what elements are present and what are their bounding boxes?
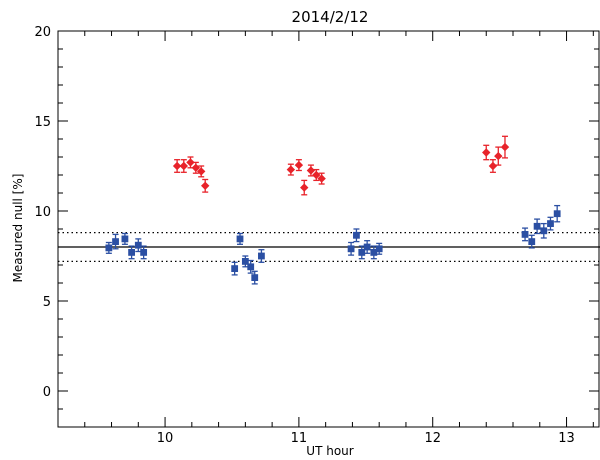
y-tick-label: 20 bbox=[34, 25, 51, 40]
plot-frame bbox=[57, 30, 600, 428]
data-point-square bbox=[553, 210, 561, 218]
data-point-square bbox=[128, 249, 136, 256]
y-axis-title: Measured null [%] bbox=[11, 174, 25, 283]
data-point-square bbox=[236, 235, 244, 243]
data-point-square bbox=[540, 227, 548, 235]
x-tick-label: 12 bbox=[424, 431, 441, 446]
x-tick-label: 13 bbox=[558, 431, 575, 446]
y-tick-label: 15 bbox=[34, 115, 51, 130]
data-point-square bbox=[533, 222, 541, 230]
chart-title: 2014/2/12 bbox=[292, 8, 369, 26]
y-tick-label: 0 bbox=[43, 385, 51, 400]
data-point-square bbox=[347, 245, 355, 253]
data-point-square bbox=[112, 238, 119, 245]
series-diamond bbox=[172, 135, 510, 196]
data-point-diamond bbox=[312, 170, 321, 180]
y-tick-label: 5 bbox=[43, 295, 51, 310]
data-point-square bbox=[241, 258, 249, 265]
data-point-square bbox=[134, 241, 142, 249]
data-point-square bbox=[251, 274, 259, 281]
data-point-square bbox=[363, 243, 371, 251]
data-point-diamond bbox=[317, 174, 326, 183]
data-point-square bbox=[258, 252, 265, 260]
data-point-square bbox=[231, 265, 239, 272]
data-point-diamond bbox=[488, 161, 498, 171]
data-point-square bbox=[140, 249, 148, 256]
data-point-diamond bbox=[306, 166, 316, 175]
data-point-square bbox=[375, 245, 383, 253]
data-point-square bbox=[353, 231, 360, 239]
data-point-diamond bbox=[500, 142, 510, 152]
x-axis-title: UT hour bbox=[306, 444, 353, 458]
y-axis: 0 5 10 15 20 bbox=[34, 25, 599, 428]
series-square bbox=[105, 204, 561, 285]
data-point-square bbox=[528, 238, 536, 245]
data-point-diamond bbox=[494, 151, 503, 161]
data-point-square bbox=[521, 231, 529, 238]
x-tick-label: 11 bbox=[291, 431, 308, 446]
data-point-square bbox=[247, 263, 255, 271]
data-point-diamond bbox=[482, 148, 491, 157]
plot-border bbox=[57, 30, 600, 428]
x-tick-label: 10 bbox=[157, 431, 174, 446]
data-point-square bbox=[370, 249, 378, 256]
data-point-square bbox=[121, 235, 129, 243]
data-point-diamond bbox=[300, 183, 309, 192]
data-point-diamond bbox=[172, 161, 182, 171]
data-point-diamond bbox=[196, 167, 206, 176]
data-point-square bbox=[358, 249, 366, 256]
data-point-diamond bbox=[191, 163, 201, 172]
data-point-diamond bbox=[294, 160, 304, 170]
data-point-diamond bbox=[186, 158, 195, 167]
reference-lines bbox=[58, 232, 600, 262]
data-point-square bbox=[105, 244, 113, 252]
y-tick-label: 10 bbox=[34, 205, 51, 220]
data-point-diamond bbox=[286, 165, 296, 174]
data-point-square bbox=[547, 220, 554, 227]
x-axis: 10 11 12 13 bbox=[57, 31, 594, 446]
series-layer bbox=[105, 135, 561, 285]
data-point-diamond bbox=[201, 181, 210, 190]
data-point-diamond bbox=[179, 161, 188, 171]
